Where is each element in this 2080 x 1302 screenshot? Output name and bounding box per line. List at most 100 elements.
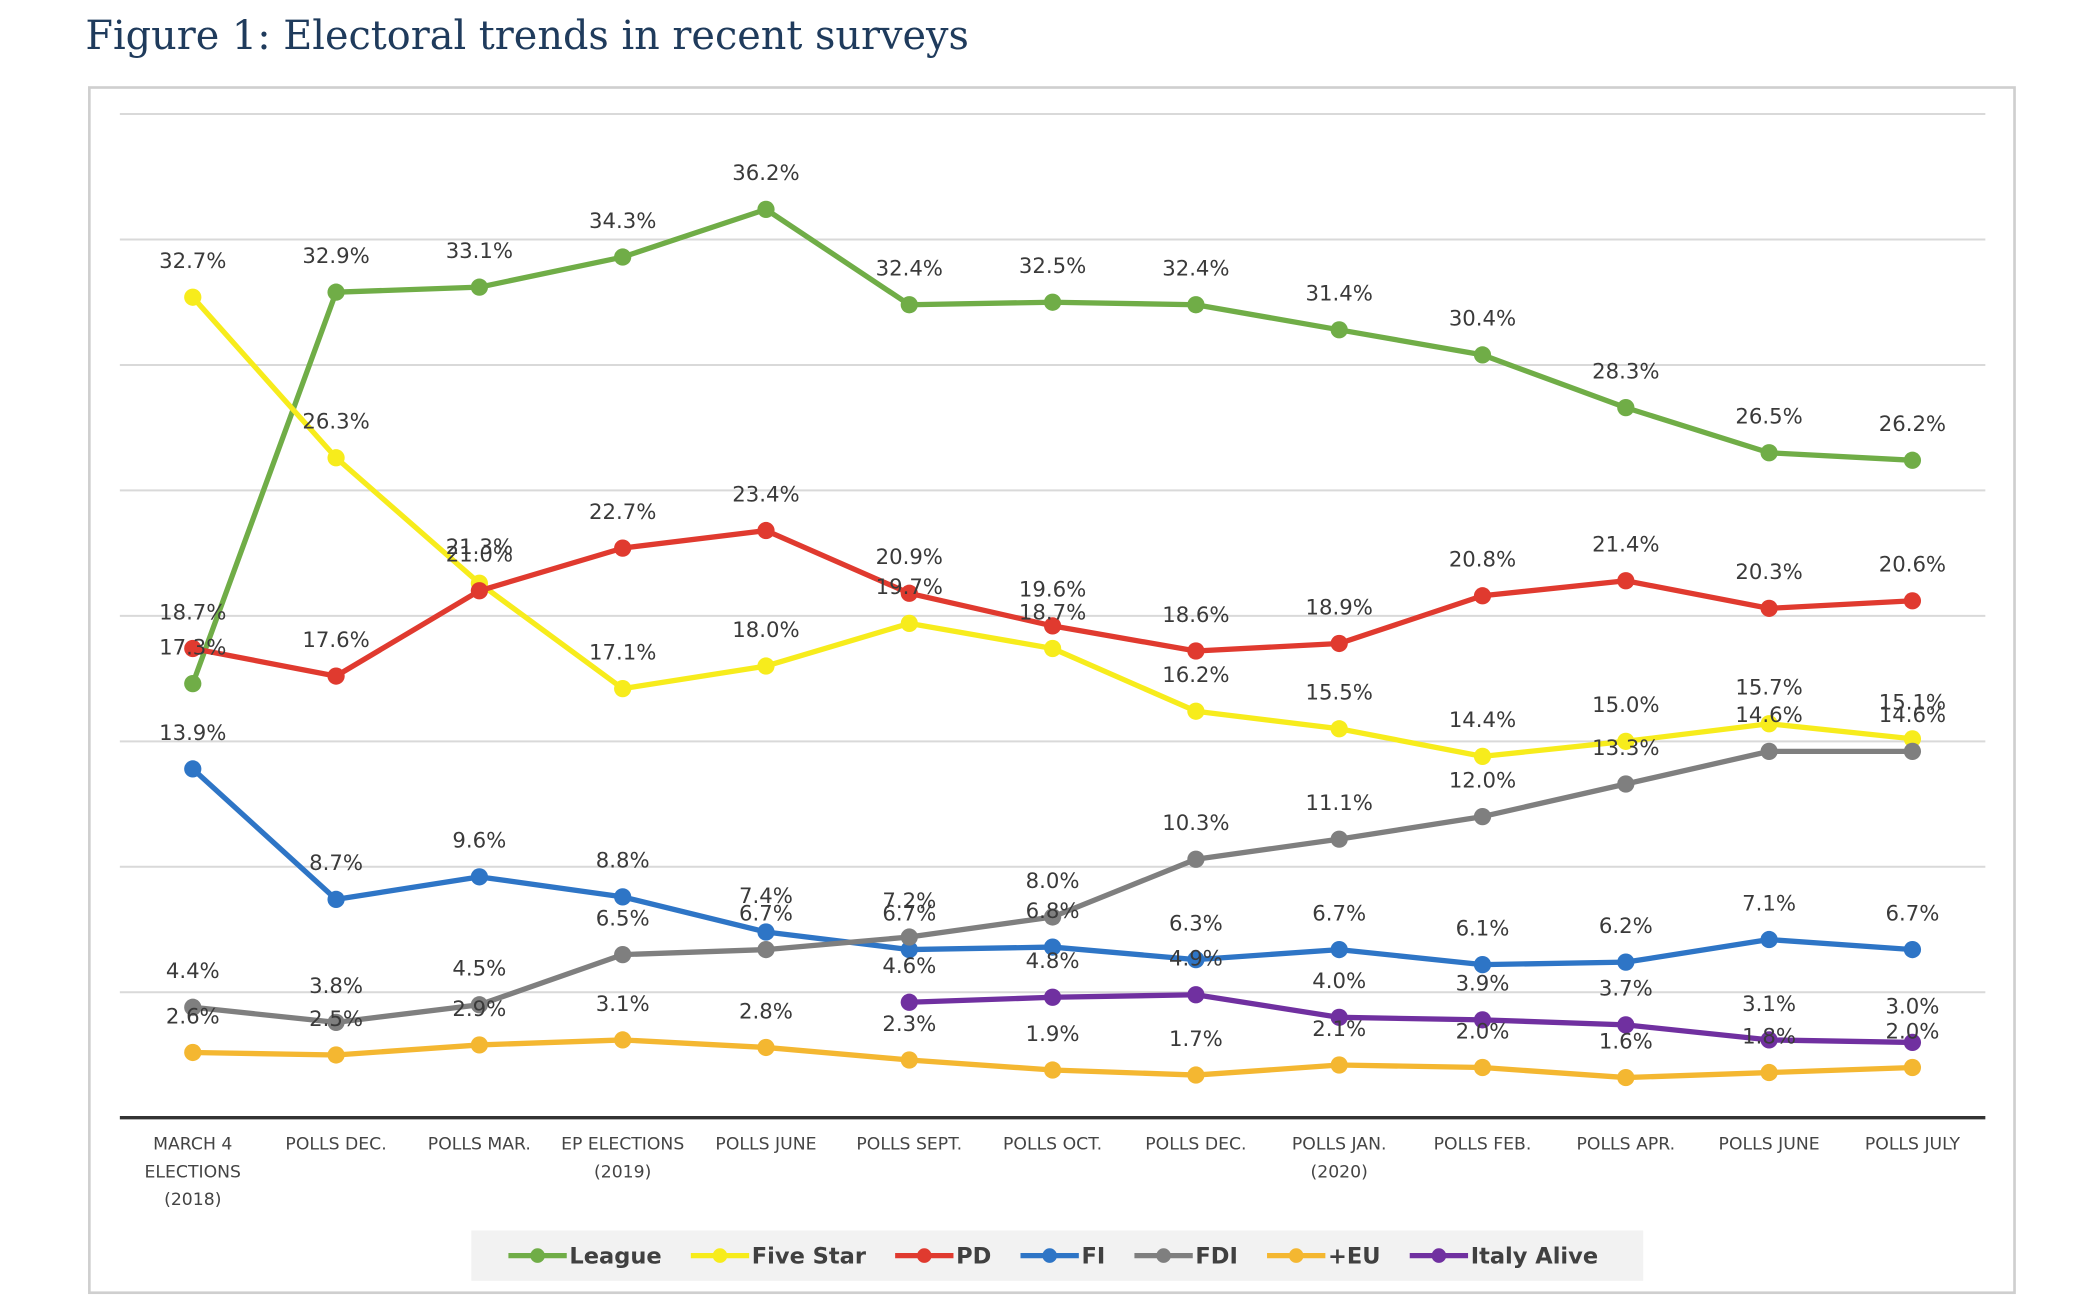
legend-item: Italy Alive	[1409, 1243, 1598, 1269]
point	[470, 868, 488, 886]
value-label: 32.4%	[1162, 257, 1229, 282]
value-label: 4.5%	[452, 957, 506, 982]
point	[1617, 398, 1635, 417]
x-tick-label: POLLS SEPT.	[856, 1134, 963, 1155]
point	[327, 890, 345, 909]
legend-item: +EU	[1267, 1243, 1381, 1269]
series-line	[909, 992, 1913, 1046]
value-label: 21.0%	[446, 543, 513, 568]
point	[900, 584, 918, 602]
point	[1187, 850, 1205, 868]
point	[327, 1013, 345, 1031]
value-label: 15.7%	[1735, 676, 1802, 701]
point	[614, 888, 632, 906]
value-label: 3.0%	[1885, 994, 1939, 1019]
point	[1617, 572, 1635, 590]
value-label: 6.7%	[882, 901, 936, 926]
value-label: 26.5%	[1735, 405, 1802, 430]
point	[1187, 702, 1205, 720]
value-label: 13.9%	[159, 721, 226, 746]
value-label: 16.2%	[1162, 663, 1229, 688]
legend-label: PD	[956, 1243, 991, 1269]
value-label: 2.3%	[882, 1012, 936, 1037]
point	[1473, 807, 1492, 826]
legend-marker	[917, 1248, 932, 1263]
value-label: 2.9%	[452, 997, 506, 1022]
value-label: 3.9%	[1456, 972, 1510, 997]
value-label: 33.1%	[446, 239, 513, 264]
value-label: 9.6%	[452, 829, 506, 854]
point	[184, 1043, 202, 1062]
value-label: 15.1%	[1879, 691, 1946, 716]
value-label: 26.2%	[1879, 412, 1946, 437]
value-label: 6.3%	[1169, 911, 1223, 936]
legend-item: FDI	[1134, 1243, 1238, 1269]
value-label: 14.6%	[1879, 703, 1946, 728]
value-labels: 17.3% 32.9% 33.1% 34.3% 36.2% 32.4% 32.5% 32.4%…	[159, 161, 1946, 1054]
point	[1473, 747, 1492, 765]
legend-label: League	[569, 1243, 661, 1269]
point	[1903, 742, 1922, 760]
value-label: 32.4%	[876, 257, 943, 282]
x-tick-label-box: POLLS SEPT.	[856, 1134, 963, 1155]
legend: League Five Star PD FI FDI +EU Italy Alive	[471, 1230, 1644, 1281]
point	[614, 680, 632, 698]
point	[757, 521, 775, 540]
lines	[184, 200, 1922, 1087]
point	[184, 760, 202, 778]
x-tick-label-box: POLLS JUNE	[715, 1135, 816, 1155]
point	[327, 667, 345, 685]
point	[1473, 1058, 1492, 1077]
value-label: 4.6%	[882, 954, 936, 979]
value-label: 2.5%	[309, 1007, 363, 1032]
value-label: 18.7%	[159, 600, 226, 625]
value-label: 2.8%	[739, 999, 793, 1024]
value-label: 6.2%	[1599, 914, 1653, 939]
x-tick-label-box: POLLS OCT.	[1003, 1135, 1102, 1155]
value-label: 19.6%	[1019, 578, 1086, 603]
value-label: 3.8%	[309, 974, 363, 999]
value-label: 2.0%	[1885, 1019, 1939, 1044]
value-label: 3.1%	[596, 992, 650, 1017]
point	[900, 993, 918, 1011]
point	[470, 996, 488, 1014]
value-label: 12.0%	[1449, 768, 1516, 793]
point	[900, 940, 918, 959]
point	[1043, 639, 1062, 658]
value-label: 32.5%	[1019, 254, 1086, 279]
point	[757, 1038, 775, 1057]
x-tick-label: POLLS JAN. (2020)	[1291, 1134, 1387, 1183]
x-tick-label: MARCH 4 ELECTIONS (2018)	[144, 1134, 241, 1211]
point	[1903, 592, 1922, 610]
x-tick-label: POLLS APR.	[1576, 1134, 1676, 1155]
point	[1617, 953, 1635, 971]
value-label: 3.7%	[1599, 977, 1653, 1002]
point	[1760, 1031, 1778, 1049]
value-label: 26.3%	[302, 410, 369, 435]
x-tick-label-box: MARCH 4 ELECTIONS (2018)	[144, 1134, 241, 1211]
value-label: 34.3%	[589, 209, 656, 234]
point	[1187, 951, 1205, 969]
point	[327, 449, 345, 467]
x-tick-label-box: POLLS MAR.	[428, 1135, 531, 1155]
value-label: 20.6%	[1879, 553, 1946, 578]
legend-marker	[1042, 1248, 1057, 1263]
x-tick-label: POLLS FEB.	[1433, 1134, 1532, 1155]
point	[614, 1031, 632, 1049]
point	[900, 1051, 918, 1069]
point	[184, 674, 202, 693]
point	[1187, 642, 1205, 660]
point	[1330, 1008, 1348, 1026]
value-label: 4.4%	[166, 959, 220, 984]
value-label: 21.3%	[446, 535, 513, 560]
x-tick-label-box: EP ELECTIONS (2019)	[561, 1134, 685, 1183]
x-tick-label: EP ELECTIONS (2019)	[561, 1134, 685, 1183]
point	[1043, 293, 1062, 311]
value-label: 14.4%	[1449, 708, 1516, 733]
value-label: 1.9%	[1026, 1022, 1080, 1047]
point	[614, 248, 632, 266]
legend-item: League	[508, 1243, 662, 1269]
point	[1330, 720, 1348, 738]
point	[184, 639, 202, 658]
